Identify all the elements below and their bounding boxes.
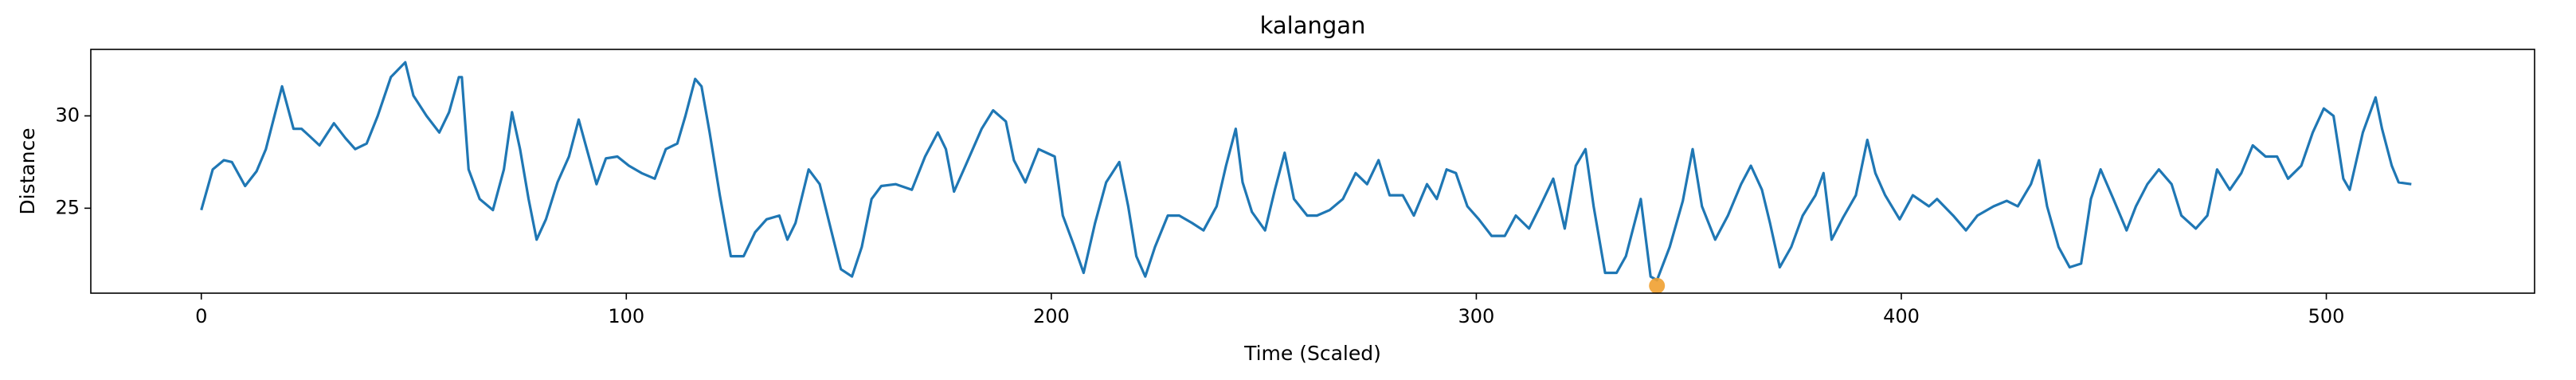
data-line — [200, 61, 2412, 282]
chart-title: kalangan — [1260, 12, 1366, 39]
x-tick-label: 300 — [1458, 305, 1495, 327]
x-tick-label: 100 — [608, 305, 644, 327]
plot-frame — [90, 49, 2535, 294]
highlight-point — [1649, 277, 1666, 294]
y-tick-label: 30 — [55, 104, 80, 126]
x-tick-label: 500 — [2308, 305, 2345, 327]
x-tick-label: 0 — [195, 305, 207, 327]
y-tick-label: 25 — [55, 196, 80, 218]
x-tick-label: 400 — [1883, 305, 1920, 327]
y-axis-label: Distance — [16, 127, 39, 214]
x-axis-label: Time (Scaled) — [1243, 342, 1381, 365]
x-tick-label: 200 — [1033, 305, 1070, 327]
